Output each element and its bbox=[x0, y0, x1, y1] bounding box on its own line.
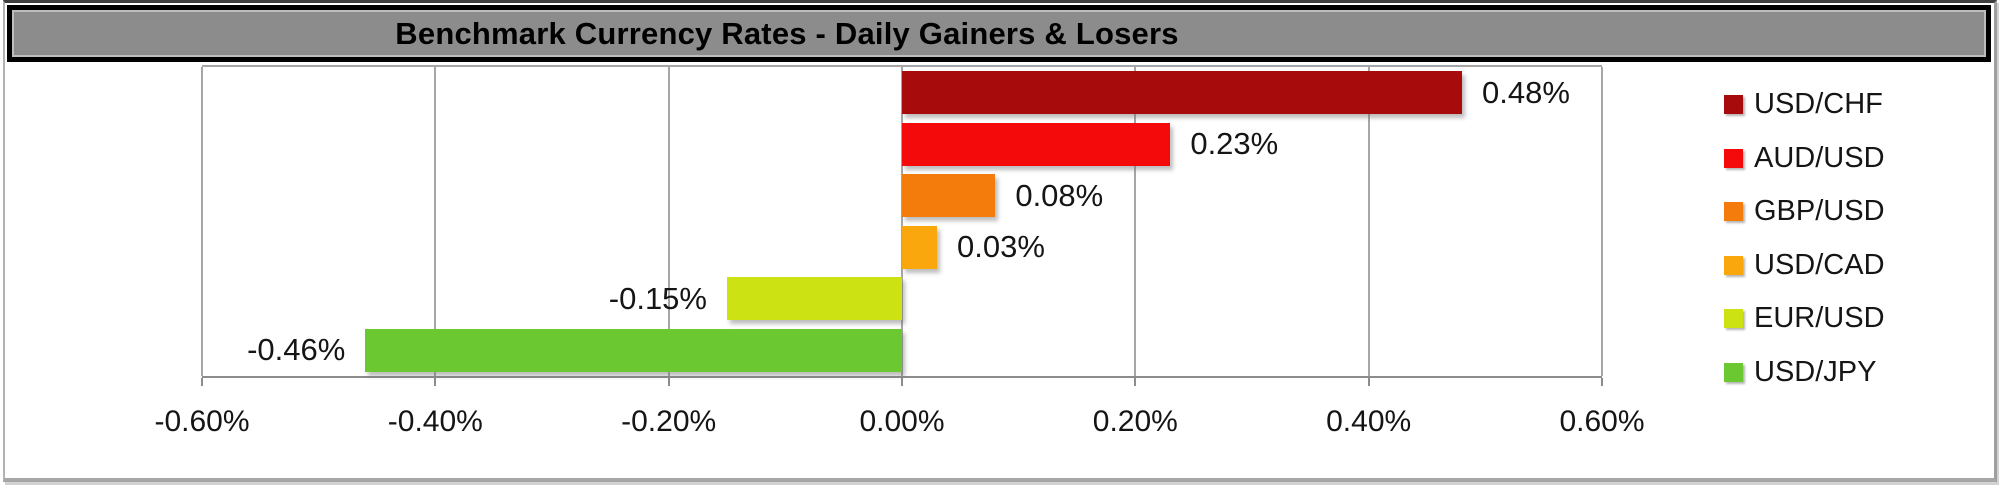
x-axis-tick-label: 0.20% bbox=[1092, 405, 1178, 438]
gridline bbox=[1601, 67, 1603, 376]
bar-usd-jpy bbox=[365, 328, 902, 372]
gridline bbox=[434, 67, 437, 376]
legend-item-eur-usd: EUR/USD bbox=[1724, 292, 1984, 346]
bar-aud-usd bbox=[902, 122, 1171, 166]
x-axis-tick bbox=[201, 378, 203, 386]
legend-color-swatch-aud-usd bbox=[1724, 148, 1743, 168]
gridline bbox=[901, 67, 903, 376]
bar-usd-cad bbox=[902, 225, 937, 269]
legend-color-swatch-usd-jpy bbox=[1724, 362, 1743, 382]
legend-label-usd-jpy: USD/JPY bbox=[1754, 355, 1877, 388]
legend-item-usd-cad: USD/CAD bbox=[1724, 239, 1984, 293]
x-axis-tick-label: -0.60% bbox=[154, 405, 250, 438]
legend-color-swatch-usd-cad bbox=[1724, 255, 1743, 275]
x-axis-tick bbox=[667, 378, 670, 386]
gridline bbox=[1367, 67, 1370, 376]
gridline bbox=[201, 67, 203, 376]
legend-color-swatch-usd-chf bbox=[1724, 95, 1743, 115]
legend-item-gbp-usd: GBP/USD bbox=[1724, 185, 1984, 239]
bar-eur-usd bbox=[727, 277, 902, 321]
x-axis-tick bbox=[1367, 378, 1370, 386]
bar-value-label-usd-jpy: -0.46% bbox=[247, 332, 346, 368]
chart-legend: USD/CHF AUD/USD GBP/USD USD/CAD EUR/USD USD/J… bbox=[1724, 78, 1984, 399]
x-axis-tick bbox=[1134, 378, 1137, 386]
x-axis-tick-label: -0.40% bbox=[387, 405, 483, 438]
legend-color-swatch-eur-usd bbox=[1724, 309, 1743, 329]
bar-gbp-usd bbox=[902, 174, 996, 218]
x-axis-tick-label: -0.20% bbox=[621, 405, 717, 438]
x-axis-tick-label: 0.40% bbox=[1326, 405, 1412, 438]
legend-label-usd-cad: USD/CAD bbox=[1754, 248, 1885, 281]
x-axis-tick bbox=[901, 378, 903, 386]
bar-value-label-eur-usd: -0.15% bbox=[608, 280, 707, 316]
bar-value-label-usd-chf: 0.48% bbox=[1482, 74, 1570, 110]
plot-area: 0.48% 0.23% 0.08% 0.03% -0.15% -0.46% bbox=[201, 65, 1603, 386]
x-axis-tick-label: 0.60% bbox=[1559, 405, 1645, 438]
legend-item-usd-chf: USD/CHF bbox=[1724, 78, 1984, 132]
legend-item-aud-usd: AUD/USD bbox=[1724, 132, 1984, 186]
bar-value-label-gbp-usd: 0.08% bbox=[1015, 177, 1104, 213]
legend-item-usd-jpy: USD/JPY bbox=[1724, 346, 1984, 400]
chart-title: Benchmark Currency Rates - Daily Gainers… bbox=[395, 15, 1179, 51]
gridline bbox=[1134, 67, 1137, 376]
legend-label-aud-usd: AUD/USD bbox=[1754, 141, 1885, 174]
gridline bbox=[667, 67, 670, 376]
legend-label-usd-chf: USD/CHF bbox=[1754, 88, 1883, 121]
x-axis-tick bbox=[434, 378, 437, 386]
x-axis-tick bbox=[1601, 378, 1603, 386]
bar-value-label-aud-usd: 0.23% bbox=[1190, 126, 1279, 162]
legend-color-swatch-gbp-usd bbox=[1724, 202, 1743, 222]
bar-value-label-usd-cad: 0.03% bbox=[957, 229, 1045, 265]
legend-label-gbp-usd: GBP/USD bbox=[1754, 195, 1885, 228]
bar-usd-chf bbox=[902, 71, 1462, 115]
x-axis-tick-label: 0.00% bbox=[859, 405, 945, 438]
legend-label-eur-usd: EUR/USD bbox=[1754, 302, 1885, 335]
chart-title-bar: Benchmark Currency Rates - Daily Gainers… bbox=[7, 5, 1991, 62]
currency-rates-chart: Benchmark Currency Rates - Daily Gainers… bbox=[3, 0, 1997, 482]
